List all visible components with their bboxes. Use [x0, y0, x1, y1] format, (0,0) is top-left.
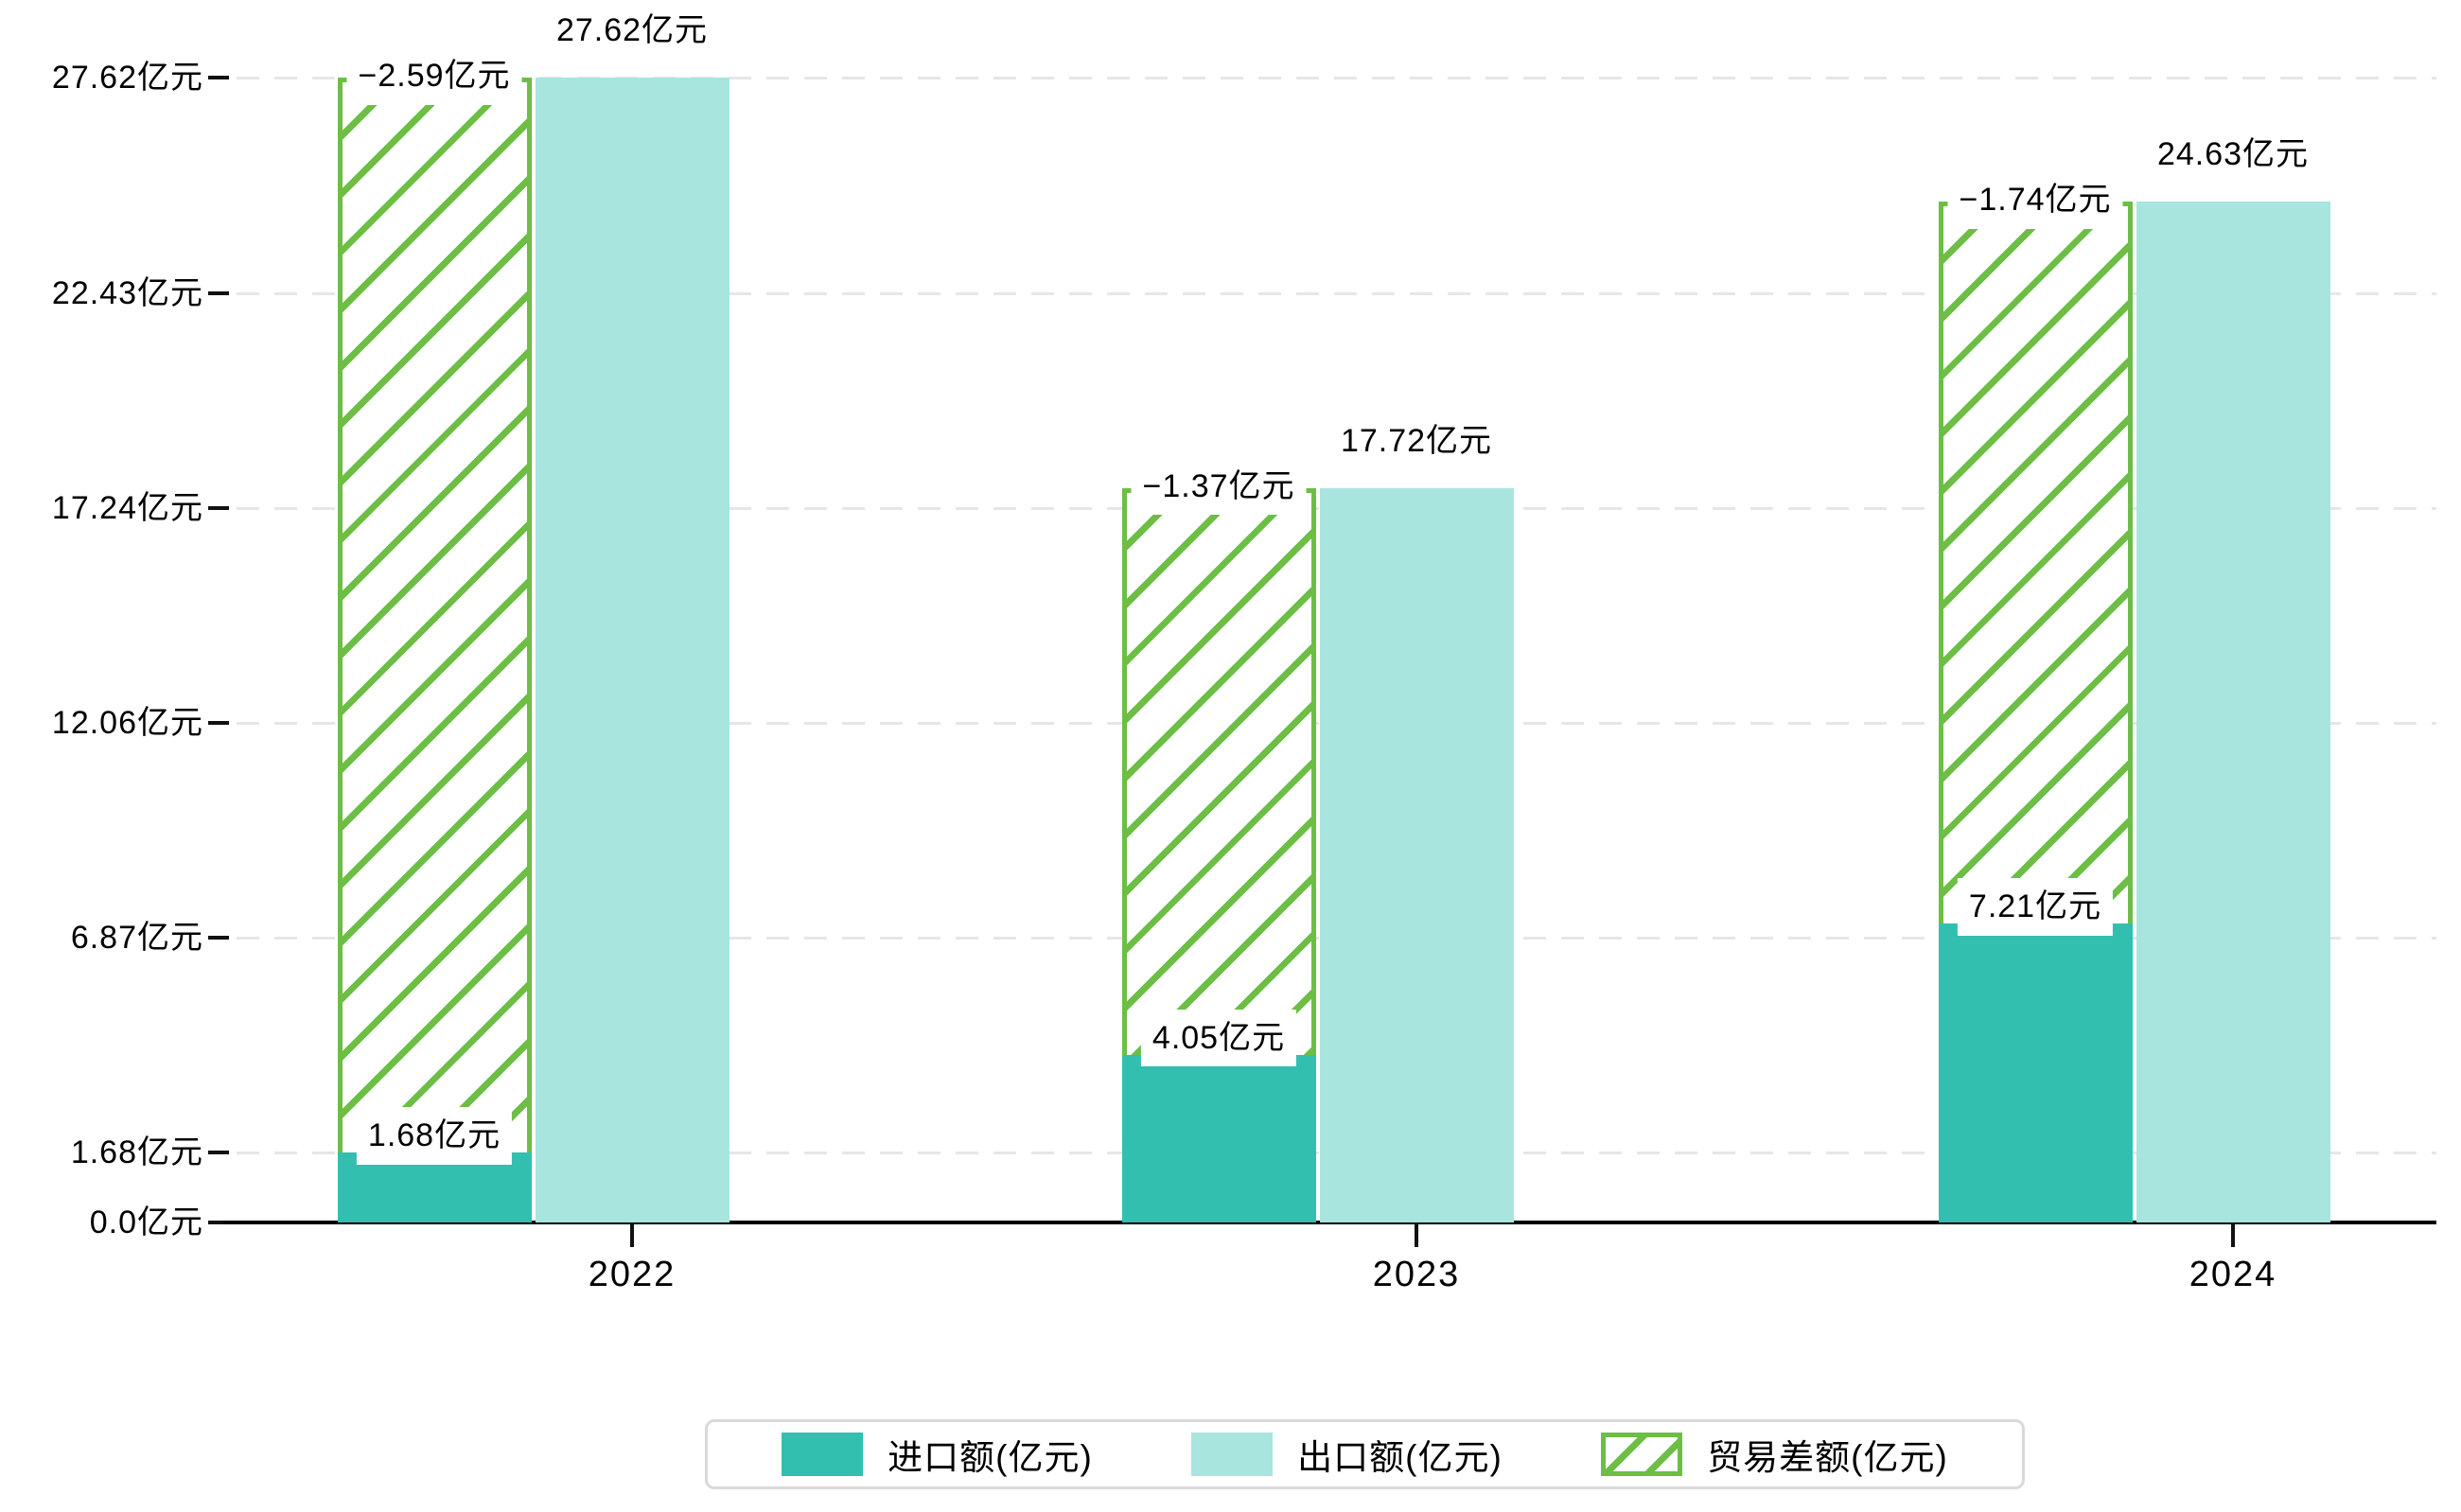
y-tick-mark	[208, 936, 229, 941]
import-value-label: 4.05亿元	[1140, 1009, 1297, 1067]
y-tick-label: 12.06亿元	[51, 704, 203, 741]
y-tick-label: 27.62亿元	[51, 60, 203, 97]
trade-balance-value-label: −2.59亿元	[346, 47, 522, 105]
y-tick-mark	[208, 1151, 229, 1155]
gridline	[237, 291, 2436, 295]
x-axis-label: 2023	[1372, 1255, 1461, 1294]
y-tick-label: 6.87亿元	[70, 920, 203, 957]
export-bar	[535, 78, 730, 1222]
trade-balance-swatch-icon	[1601, 1433, 1683, 1476]
exports-swatch-icon	[1191, 1433, 1274, 1476]
x-axis-line	[222, 1221, 2436, 1224]
x-axis-label: 2024	[2189, 1255, 2277, 1294]
export-value-label: 17.72亿元	[1328, 412, 1504, 470]
x-tick-mark	[630, 1222, 634, 1247]
export-bar	[1319, 487, 1514, 1222]
y-tick-mark	[208, 76, 229, 80]
y-tick-label: 22.43亿元	[51, 274, 203, 311]
gridline	[237, 77, 2436, 80]
import-bar	[1121, 1054, 1316, 1222]
legend-item-trade-balance: 贸易差额(亿元)	[1601, 1429, 1948, 1480]
import-value-label: 7.21亿元	[1957, 878, 2114, 936]
trade-balance-bar	[1121, 487, 1316, 1055]
x-tick-mark	[2231, 1222, 2235, 1247]
y-tick-mark	[208, 290, 229, 295]
trade-balance-bar	[337, 78, 532, 1153]
export-value-label: 24.63亿元	[2145, 126, 2321, 184]
legend-item-exports: 出口额(亿元)	[1191, 1429, 1503, 1480]
export-value-label: 27.62亿元	[544, 2, 720, 60]
trade-balance-value-label: −1.74亿元	[1947, 171, 2123, 229]
trade-balance-value-label: −1.37亿元	[1131, 457, 1307, 516]
y-tick-label: 0.0亿元	[89, 1204, 203, 1240]
legend-item-imports: 进口额(亿元)	[782, 1429, 1093, 1480]
x-axis-label: 2022	[588, 1255, 677, 1294]
import-bar	[1938, 923, 2133, 1222]
legend-label-exports: 出口额(亿元)	[1297, 1438, 1503, 1477]
y-tick-mark	[208, 720, 229, 725]
imports-swatch-icon	[782, 1433, 864, 1476]
export-bar	[2136, 202, 2330, 1222]
y-tick-mark	[208, 505, 229, 510]
x-tick-mark	[1415, 1222, 1418, 1247]
y-tick-mark	[208, 1221, 229, 1224]
legend: 进口额(亿元) 出口额(亿元) 贸易差额(亿元)	[705, 1419, 2025, 1489]
trade-balance-bar	[1938, 202, 2133, 924]
import-value-label: 1.68亿元	[356, 1107, 513, 1165]
y-tick-label: 17.24亿元	[51, 489, 203, 526]
legend-label-trade-balance: 贸易差额(亿元)	[1707, 1438, 1948, 1477]
legend-label-imports: 进口额(亿元)	[888, 1438, 1093, 1477]
y-tick-label: 1.68亿元	[70, 1134, 203, 1171]
